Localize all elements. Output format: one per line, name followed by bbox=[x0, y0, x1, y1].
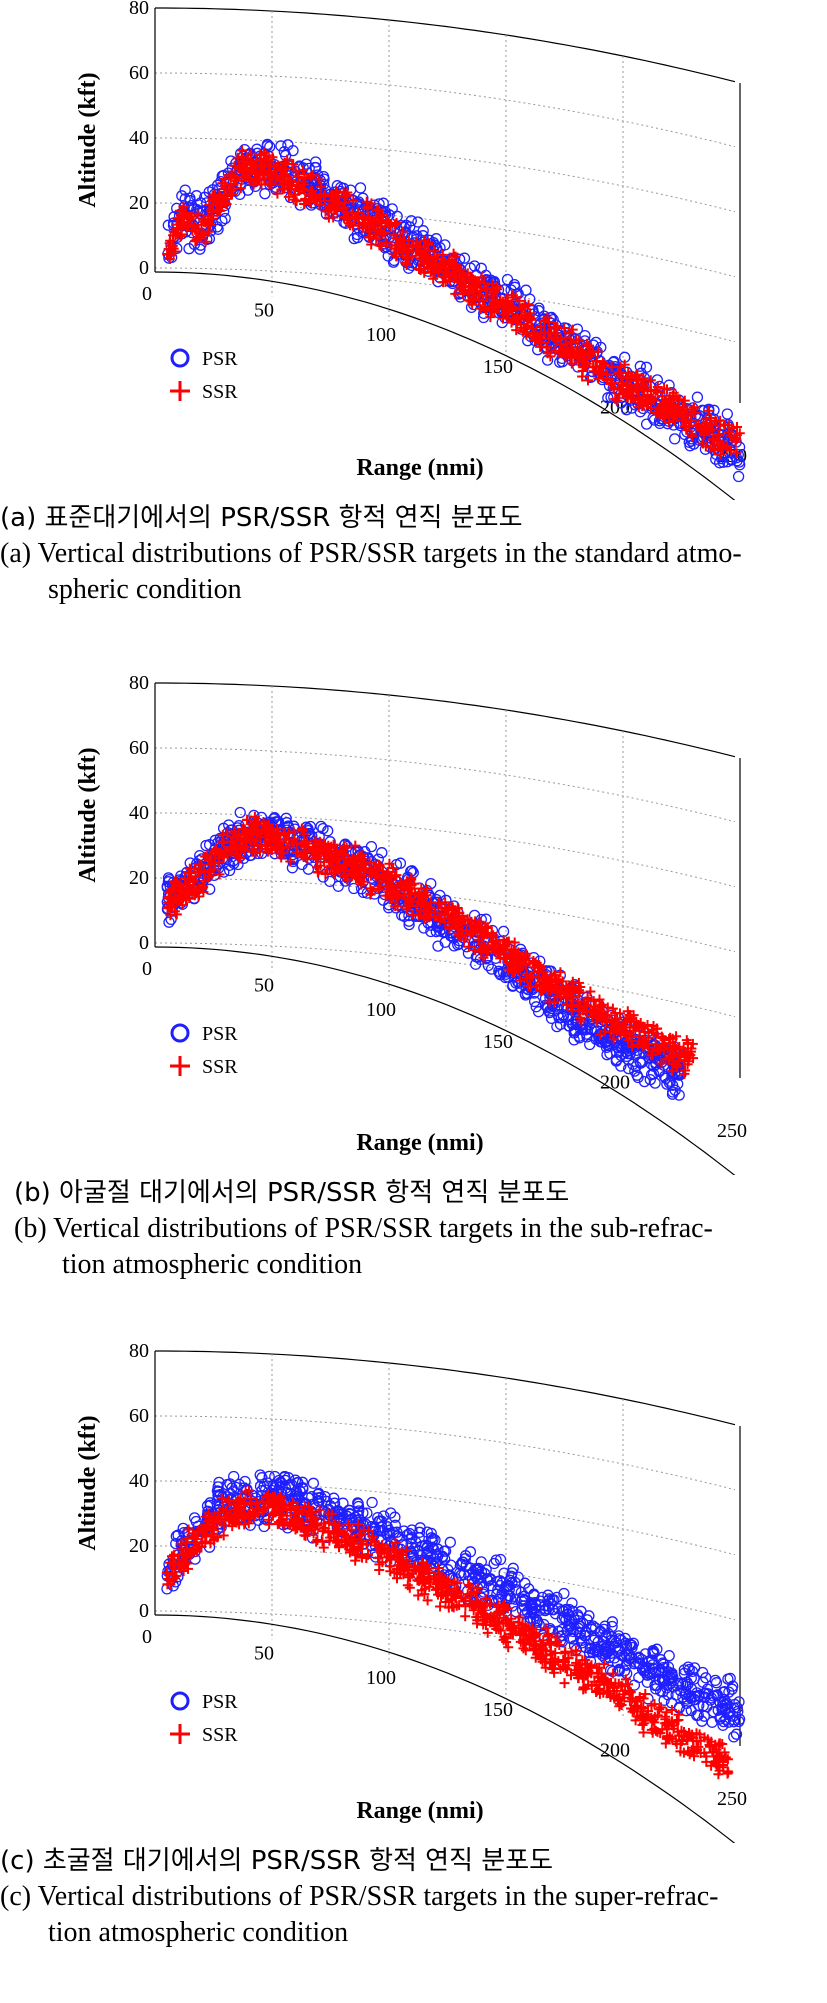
psr-point bbox=[276, 141, 286, 151]
chart-c: 0 20 40 60 80 Altitude (kft) 0 50 100 150 200 250 Ra… bbox=[0, 1343, 827, 1843]
frame-top-arc bbox=[155, 683, 735, 757]
psr-point bbox=[692, 392, 702, 402]
psr-point bbox=[503, 275, 513, 285]
psr-point bbox=[729, 1732, 739, 1742]
legend-label-psr: PSR bbox=[202, 348, 238, 370]
series-psr bbox=[163, 139, 745, 481]
y-tick-label: 40 bbox=[129, 127, 149, 149]
y-tick-label: 60 bbox=[129, 62, 149, 84]
caption-b-english-line1: (b) Vertical distributions of PSR/SSR ta… bbox=[0, 1211, 827, 1247]
legend-label-ssr: SSR bbox=[202, 1056, 238, 1078]
figure-panel-c: 0 20 40 60 80 Altitude (kft) 0 50 100 150 200 250 Ra… bbox=[0, 1343, 827, 2003]
legend-label-ssr: SSR bbox=[202, 381, 238, 403]
caption-a-english-line1: (a) Vertical distributions of PSR/SSR ta… bbox=[0, 536, 827, 572]
grid-arc-60 bbox=[155, 748, 735, 822]
x-tick-label: 100 bbox=[366, 324, 396, 346]
y-tick-label: 60 bbox=[129, 1405, 149, 1427]
y-tick-label: 60 bbox=[129, 737, 149, 759]
legend-psr-marker-icon bbox=[172, 350, 188, 366]
legend-ssr-marker-icon bbox=[170, 381, 190, 401]
grid-arc-60 bbox=[155, 73, 735, 147]
legend: PSR SSR bbox=[170, 348, 238, 403]
y-tick-label: 0 bbox=[139, 1600, 149, 1622]
legend-ssr-marker-icon bbox=[170, 1056, 190, 1076]
y-tick-label: 40 bbox=[129, 1470, 149, 1492]
x-tick-label: 250 bbox=[717, 1120, 747, 1142]
psr-point bbox=[642, 362, 652, 372]
psr-point bbox=[333, 881, 343, 891]
caption-b: (b) 아굴절 대기에서의 PSR/SSR 항적 연직 분포도 (b) Vert… bbox=[0, 1175, 827, 1283]
x-axis-label: Range (nmi) bbox=[356, 1798, 483, 1824]
x-tick-label: 50 bbox=[254, 1642, 274, 1664]
caption-b-korean: (b) 아굴절 대기에서의 PSR/SSR 항적 연직 분포도 bbox=[0, 1175, 827, 1211]
psr-point bbox=[356, 183, 366, 193]
x-tick-label: 150 bbox=[483, 356, 513, 378]
legend-label-psr: PSR bbox=[202, 1023, 238, 1045]
psr-point bbox=[734, 472, 744, 482]
x-tick-label: 0 bbox=[142, 283, 152, 305]
psr-point bbox=[476, 263, 486, 273]
psr-point bbox=[255, 1470, 265, 1480]
psr-point bbox=[445, 1537, 455, 1547]
y-tick-label: 0 bbox=[139, 932, 149, 954]
x-tick-label: 200 bbox=[600, 1072, 630, 1094]
y-tick-label: 20 bbox=[129, 1535, 149, 1557]
psr-point bbox=[722, 409, 732, 419]
psr-point bbox=[190, 1513, 200, 1523]
grid-arc-60 bbox=[155, 1416, 735, 1490]
psr-point bbox=[367, 1498, 377, 1508]
x-axis-label: Range (nmi) bbox=[356, 455, 483, 481]
psr-point bbox=[308, 1478, 318, 1488]
y-tick-label: 20 bbox=[129, 867, 149, 889]
y-tick-label: 0 bbox=[139, 257, 149, 279]
psr-point bbox=[235, 808, 245, 818]
series-ssr bbox=[162, 145, 745, 459]
x-tick-label: 150 bbox=[483, 1699, 513, 1721]
psr-point bbox=[260, 189, 270, 199]
x-axis-label: Range (nmi) bbox=[356, 1130, 483, 1156]
x-tick-label: 200 bbox=[600, 1740, 630, 1762]
ssr-point bbox=[403, 1580, 413, 1590]
y-tick-label: 40 bbox=[129, 802, 149, 824]
series-ssr bbox=[163, 812, 699, 1079]
chart-b: 0 20 40 60 80 Altitude (kft) 0 50 100 150 200 250 Ra… bbox=[0, 675, 827, 1175]
legend-psr-marker-icon bbox=[172, 1025, 188, 1041]
y-axis-label: Altitude (kft) bbox=[75, 72, 101, 207]
y-tick-label: 20 bbox=[129, 192, 149, 214]
x-tick-label: 100 bbox=[366, 1667, 396, 1689]
psr-point bbox=[164, 917, 174, 927]
x-tick-label: 150 bbox=[483, 1031, 513, 1053]
x-tick-label: 100 bbox=[366, 999, 396, 1021]
x-tick-label: 50 bbox=[254, 974, 274, 996]
x-tick-label: 50 bbox=[254, 299, 274, 321]
y-tick-label: 80 bbox=[129, 675, 149, 694]
legend: PSR SSR bbox=[170, 1023, 238, 1078]
frame-top-arc bbox=[155, 8, 735, 82]
psr-point bbox=[670, 434, 680, 444]
grid-arc-0 bbox=[155, 943, 735, 1017]
y-axis-label: Altitude (kft) bbox=[75, 747, 101, 882]
frame-top-arc bbox=[155, 1351, 735, 1425]
psr-point bbox=[220, 214, 230, 224]
x-tick-label: 250 bbox=[717, 1788, 747, 1810]
y-axis-label: Altitude (kft) bbox=[75, 1415, 101, 1550]
psr-point bbox=[366, 842, 376, 852]
caption-b-english-line2: tion atmospheric condition bbox=[0, 1247, 827, 1283]
figure-panel-b: 0 20 40 60 80 Altitude (kft) 0 50 100 150 200 250 Ra… bbox=[0, 675, 827, 1335]
ssr-point bbox=[560, 1678, 570, 1688]
caption-a-korean: (a) 표준대기에서의 PSR/SSR 항적 연직 분포도 bbox=[0, 500, 827, 536]
x-tick-label: 0 bbox=[142, 958, 152, 980]
caption-a: (a) 표준대기에서의 PSR/SSR 항적 연직 분포도 (a) Vertic… bbox=[0, 500, 827, 608]
y-tick-label: 80 bbox=[129, 1343, 149, 1362]
x-tick-label: 0 bbox=[142, 1626, 152, 1648]
psr-point bbox=[642, 419, 652, 429]
psr-point bbox=[413, 217, 423, 227]
caption-a-english-line2: spheric condition bbox=[0, 572, 827, 608]
y-tick-label: 80 bbox=[129, 0, 149, 19]
